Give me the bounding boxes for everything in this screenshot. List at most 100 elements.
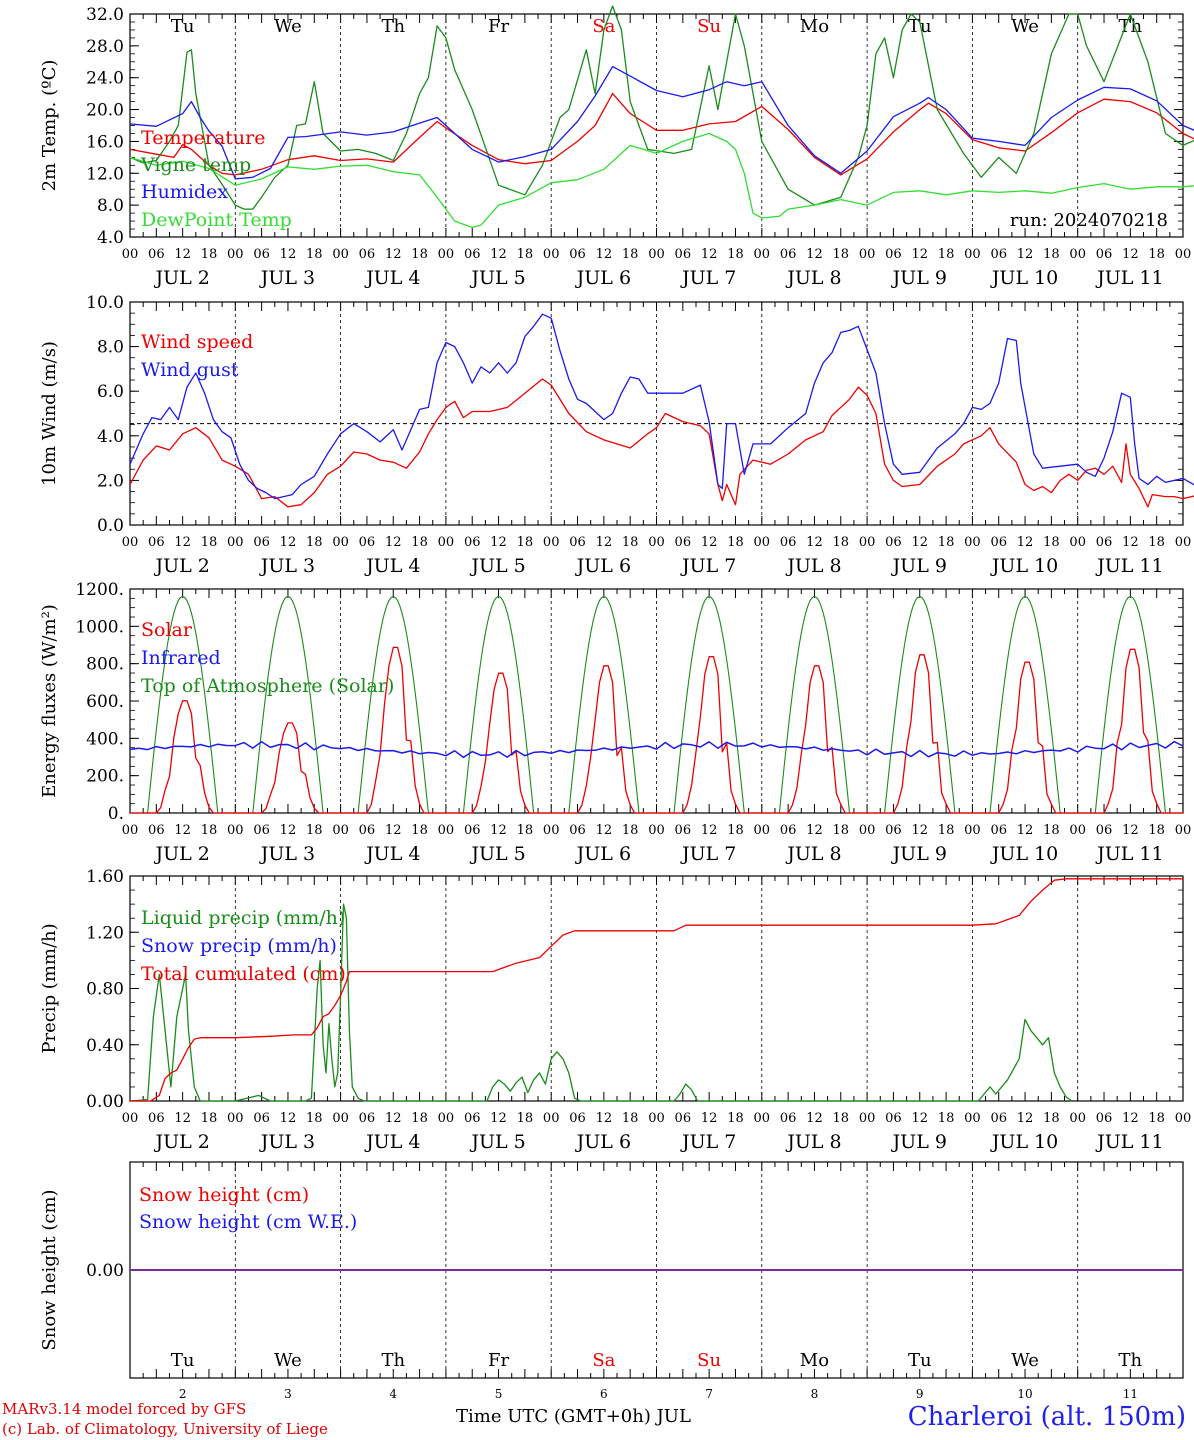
hour-label: 06 [990, 247, 1007, 262]
hour-label: 06 [885, 247, 902, 262]
date-label: JUL 3 [259, 555, 315, 577]
hour-label: 18 [622, 535, 639, 550]
date-label: JUL 5 [469, 267, 525, 289]
y-tick-label: 16.0 [86, 132, 124, 152]
hour-label: 00 [227, 823, 244, 838]
hour-label: 12 [1122, 823, 1139, 838]
hour-label: 12 [490, 823, 507, 838]
series-total-cumulated-cm- [130, 878, 1183, 1102]
hour-label: 00 [859, 1111, 876, 1126]
hour-label: 00 [438, 823, 455, 838]
hour-label: 06 [675, 535, 692, 550]
hour-label: 06 [675, 247, 692, 262]
legend-entry: Total cumulated (cm) [141, 963, 346, 985]
hour-label: 06 [569, 1111, 586, 1126]
y-tick-label: 0.80 [86, 980, 124, 1000]
hour-label: 06 [885, 1111, 902, 1126]
hour-label: 00 [122, 535, 139, 550]
date-label: JUL 2 [153, 267, 209, 289]
day-abbr-label: Sa [592, 16, 615, 37]
series-wind-speed [129, 378, 1194, 508]
date-label: JUL 8 [785, 843, 841, 865]
hour-label: 12 [596, 247, 613, 262]
day-abbr-label: Tu [908, 16, 932, 37]
hour-label: 12 [596, 1111, 613, 1126]
y-axis-title: 2m Temp. (ºC) [39, 60, 60, 192]
hour-label: 06 [780, 1111, 797, 1126]
legend-entry: Snow height (cm) [139, 1184, 309, 1206]
date-label: JUL 10 [990, 843, 1058, 865]
y-tick-label: 200. [86, 767, 124, 787]
hour-label: 00 [754, 247, 771, 262]
hour-label: 18 [1148, 535, 1165, 550]
day-abbr-label: We [274, 16, 302, 37]
hour-label: 00 [1175, 535, 1192, 550]
day-abbr-label: Th [1119, 1350, 1143, 1371]
y-tick-label: 10.0 [86, 293, 124, 313]
date-label: JUL 9 [891, 555, 947, 577]
y-tick-label: 2.0 [97, 471, 124, 491]
hour-label: 06 [359, 535, 376, 550]
date-label: JUL 8 [785, 267, 841, 289]
y-tick-label: 0. [108, 804, 124, 824]
y-axis-title: Energy fluxes (W/m²) [39, 604, 60, 798]
hour-label: 12 [490, 1111, 507, 1126]
hour-label: 18 [727, 1111, 744, 1126]
x-axis-title: Time UTC (GMT+0h) JUL [456, 1406, 691, 1427]
y-tick-label: 0.40 [86, 1036, 124, 1056]
hour-label: 18 [201, 823, 218, 838]
hour-label: 00 [332, 823, 349, 838]
date-label: JUL 4 [364, 267, 420, 289]
day-number-label: 2 [179, 1387, 187, 1401]
hour-label: 12 [1122, 535, 1139, 550]
hour-label: 06 [569, 535, 586, 550]
date-label: JUL 10 [990, 555, 1058, 577]
hour-label: 00 [1175, 247, 1192, 262]
hour-label: 00 [1069, 823, 1086, 838]
date-label: JUL 3 [259, 843, 315, 865]
hour-label: 12 [490, 247, 507, 262]
hour-label: 00 [227, 535, 244, 550]
hour-label: 12 [174, 247, 191, 262]
date-label: JUL 6 [575, 1131, 631, 1153]
hour-label: 00 [122, 1111, 139, 1126]
y-tick-label: 6.0 [97, 382, 124, 402]
date-label: JUL 6 [575, 843, 631, 865]
hour-label: 00 [543, 247, 560, 262]
hour-label: 18 [201, 247, 218, 262]
hour-label: 18 [517, 247, 534, 262]
y-tick-label: 4.0 [97, 228, 124, 248]
hour-label: 06 [780, 247, 797, 262]
hour-label: 00 [859, 823, 876, 838]
y-axis-title: 10m Wind (m/s) [39, 341, 60, 486]
hour-label: 18 [1043, 823, 1060, 838]
day-abbr-label: Tu [171, 1350, 195, 1371]
hour-label: 12 [1017, 535, 1034, 550]
hour-label: 00 [122, 823, 139, 838]
hour-label: 00 [648, 823, 665, 838]
hour-label: 00 [332, 1111, 349, 1126]
date-label: JUL 11 [1095, 267, 1163, 289]
hour-label: 00 [543, 823, 560, 838]
hour-label: 00 [332, 247, 349, 262]
date-label: JUL 2 [153, 1131, 209, 1153]
hour-label: 06 [464, 247, 481, 262]
day-number-label: 11 [1123, 1387, 1138, 1401]
day-abbr-label: Tu [171, 16, 195, 37]
hour-label: 00 [648, 535, 665, 550]
hour-label: 18 [1148, 247, 1165, 262]
hour-label: 06 [780, 535, 797, 550]
legend-entry: Wind gust [141, 359, 239, 381]
hour-label: 12 [490, 535, 507, 550]
run-label: run: 2024070218 [1010, 210, 1168, 231]
hour-label: 18 [201, 535, 218, 550]
credit-lab: (c) Lab. of Climatology, University of L… [2, 1420, 328, 1438]
hour-label: 06 [253, 1111, 270, 1126]
hour-label: 12 [174, 1111, 191, 1126]
day-number-label: 3 [284, 1387, 292, 1401]
date-label: JUL 8 [785, 555, 841, 577]
y-tick-label: 32.0 [86, 5, 124, 25]
hour-label: 12 [174, 535, 191, 550]
date-label: JUL 7 [680, 555, 736, 577]
date-label: JUL 10 [990, 267, 1058, 289]
